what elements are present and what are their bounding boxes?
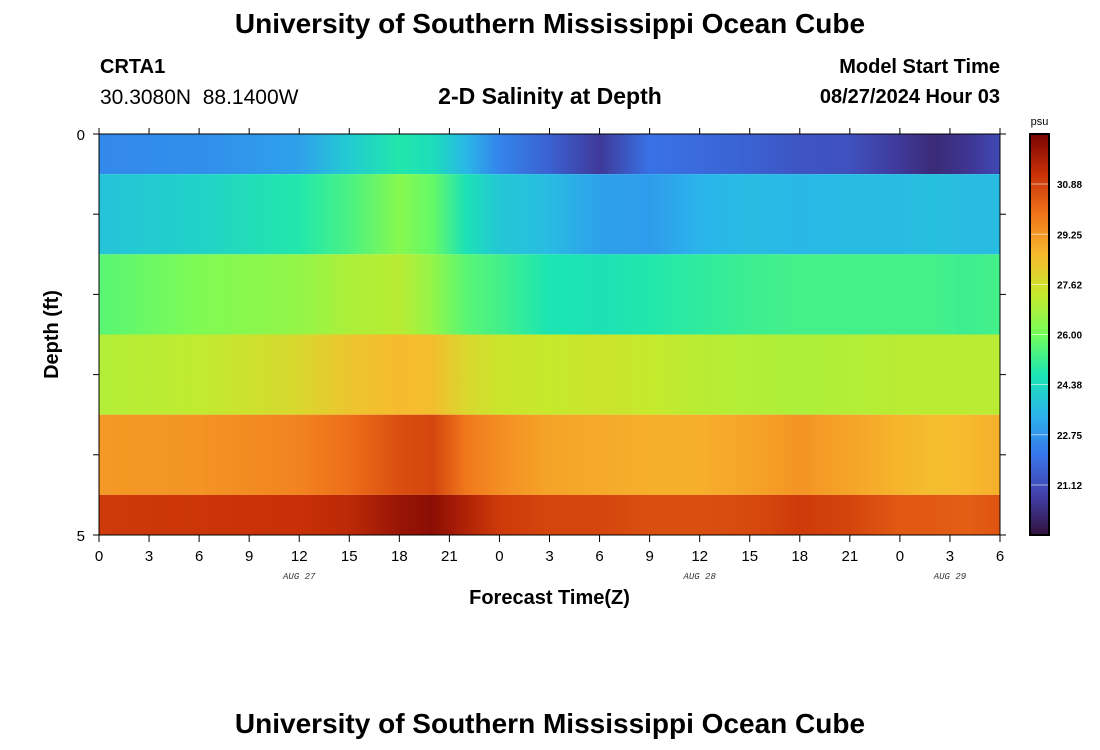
x-tick-label: 15 xyxy=(341,548,358,565)
depth-layer-3 xyxy=(99,334,1000,415)
depth-layer-1 xyxy=(99,174,1000,255)
colorbar-tick-label: 26.00 xyxy=(1057,331,1082,342)
depth-layer-2 xyxy=(99,254,1000,335)
heatmap xyxy=(99,134,1000,535)
colorbar-unit: psu xyxy=(1031,116,1049,128)
x-tick-label: 3 xyxy=(145,548,153,565)
page-title: University of Southern Mississippi Ocean… xyxy=(234,8,866,39)
colorbar-tick-label: 22.75 xyxy=(1057,431,1082,442)
colorbar-tick-label: 29.25 xyxy=(1057,230,1082,241)
colorbar-tick-label: 27.62 xyxy=(1057,281,1082,292)
x-tick-label: 6 xyxy=(996,548,1004,565)
depth-layer-0 xyxy=(99,134,1000,175)
depth-layer-4 xyxy=(99,414,1000,495)
x-axis-title: Forecast Time(Z) xyxy=(469,587,630,609)
colorbar-tick-label: 30.88 xyxy=(1057,180,1082,191)
x-tick-label: 6 xyxy=(595,548,603,565)
y-axis: 05 xyxy=(77,127,1006,545)
model-start-time: 08/27/2024 Hour 03 xyxy=(819,86,1000,108)
date-label: AUG 28 xyxy=(682,572,716,582)
x-tick-label: 0 xyxy=(896,548,904,565)
x-tick-label: 12 xyxy=(691,548,708,565)
x-tick-label: 18 xyxy=(391,548,408,565)
plot-title: 2-D Salinity at Depth xyxy=(438,83,662,109)
y-tick-label: 5 xyxy=(77,528,85,545)
station-coordinates: 30.3080N 88.1400W xyxy=(100,86,299,109)
x-tick-label: 3 xyxy=(545,548,553,565)
colorbar-tick-label: 24.38 xyxy=(1057,380,1082,391)
station-id: CRTA1 xyxy=(100,56,166,78)
date-label: AUG 29 xyxy=(933,572,967,582)
depth-layer-5 xyxy=(99,494,1000,535)
model-start-label: Model Start Time xyxy=(839,56,1000,78)
date-label: AUG 27 xyxy=(282,572,316,582)
colorbar-tick-label: 21.12 xyxy=(1057,481,1082,492)
y-axis-title: Depth (ft) xyxy=(41,290,63,379)
y-tick-label: 0 xyxy=(77,127,85,144)
x-tick-label: 21 xyxy=(441,548,458,565)
x-tick-label: 3 xyxy=(946,548,954,565)
x-axis: 0 3 6 9 12 15 18 21 0 3 6 9 12 15 18 21 0 3 6 AUG 27 AUG 28 A… xyxy=(95,128,1004,582)
x-tick-label: 9 xyxy=(245,548,253,565)
footer-title: University of Southern Mississippi Ocean… xyxy=(234,708,866,739)
x-tick-label: 18 xyxy=(791,548,808,565)
x-tick-label: 21 xyxy=(841,548,858,565)
x-tick-label: 0 xyxy=(495,548,503,565)
colorbar: 30.88 29.25 27.62 26.00 24.38 22.75 21.12 psu xyxy=(1029,116,1082,536)
x-tick-label: 15 xyxy=(741,548,758,565)
x-tick-label: 0 xyxy=(95,548,103,565)
x-tick-label: 6 xyxy=(195,548,203,565)
x-tick-label: 12 xyxy=(291,548,308,565)
x-tick-label: 9 xyxy=(645,548,653,565)
